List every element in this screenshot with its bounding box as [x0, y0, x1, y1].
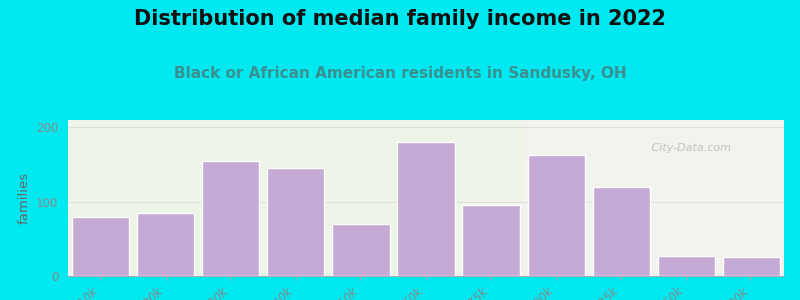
Bar [658, 256, 715, 276]
Bar [723, 257, 780, 276]
Text: Distribution of median family income in 2022: Distribution of median family income in … [134, 9, 666, 29]
Bar [267, 168, 325, 276]
Bar [137, 213, 194, 276]
Text: City-Data.com: City-Data.com [648, 143, 731, 153]
Bar [332, 224, 390, 276]
Bar [593, 187, 650, 276]
Bar [72, 217, 129, 276]
Text: Black or African American residents in Sandusky, OH: Black or African American residents in S… [174, 66, 626, 81]
Bar [398, 142, 454, 276]
Bar [462, 206, 520, 276]
Bar [527, 155, 585, 276]
Y-axis label: families: families [18, 172, 30, 224]
Bar [202, 161, 259, 276]
